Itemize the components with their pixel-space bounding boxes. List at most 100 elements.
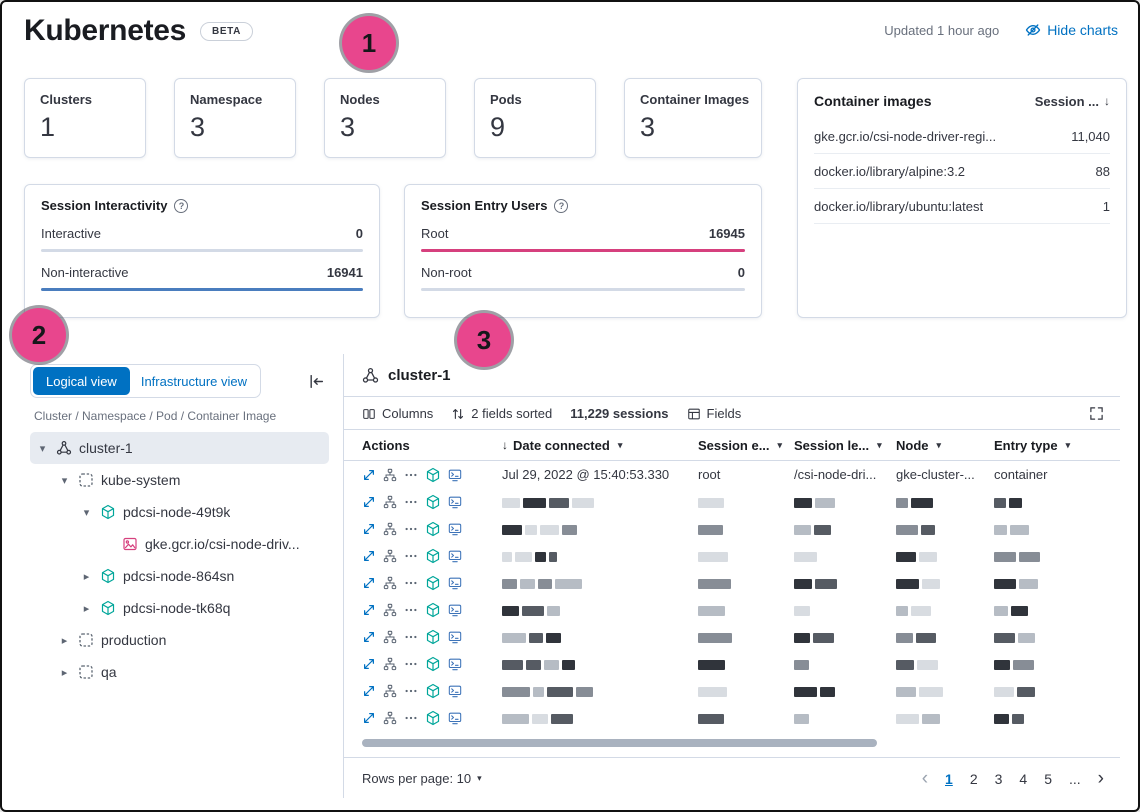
tree-item-kube-system[interactable]: ▾kube-system bbox=[30, 464, 329, 496]
process-tree-icon[interactable] bbox=[383, 630, 397, 644]
chevron-down-icon[interactable]: ▾ bbox=[36, 442, 49, 455]
expand-session-icon[interactable] bbox=[362, 630, 376, 644]
rows-per-page-selector[interactable]: Rows per page: 10 ▾ bbox=[362, 771, 482, 786]
container-icon[interactable] bbox=[425, 656, 441, 672]
chevron-down-icon[interactable]: ▾ bbox=[778, 440, 783, 451]
process-tree-icon[interactable] bbox=[383, 684, 397, 698]
container-icon[interactable] bbox=[425, 710, 441, 726]
container-icon[interactable] bbox=[425, 521, 441, 537]
tree-item-pdcsi-node-49t9k[interactable]: ▾pdcsi-node-49t9k bbox=[30, 496, 329, 528]
tree-item-qa[interactable]: ▸qa bbox=[30, 656, 329, 688]
table-row[interactable]: Jul 29, 2022 @ 15:40:53.330root/csi-node… bbox=[344, 461, 1120, 488]
infrastructure-view-button[interactable]: Infrastructure view bbox=[130, 367, 258, 395]
fullscreen-icon[interactable] bbox=[1089, 406, 1104, 421]
horizontal-scrollbar[interactable] bbox=[362, 739, 877, 747]
expand-session-icon[interactable] bbox=[362, 657, 376, 671]
column-header-entry-type[interactable]: Entry type▾ bbox=[994, 438, 1094, 453]
session-viewer-icon[interactable] bbox=[448, 495, 462, 509]
container-icon[interactable] bbox=[425, 602, 441, 618]
more-actions-icon[interactable] bbox=[404, 549, 418, 563]
more-actions-icon[interactable] bbox=[404, 522, 418, 536]
container-icon[interactable] bbox=[425, 467, 441, 483]
expand-session-icon[interactable] bbox=[362, 684, 376, 698]
table-row[interactable] bbox=[344, 704, 1120, 731]
session-viewer-icon[interactable] bbox=[448, 657, 462, 671]
expand-session-icon[interactable] bbox=[362, 711, 376, 725]
session-viewer-icon[interactable] bbox=[448, 684, 462, 698]
tree-item-gke-gcr-io-csi-node-driv[interactable]: gke.gcr.io/csi-node-driv... bbox=[30, 528, 329, 560]
sorted-fields-button[interactable]: 2 fields sorted bbox=[451, 406, 552, 421]
more-actions-icon[interactable] bbox=[404, 711, 418, 725]
expand-session-icon[interactable] bbox=[362, 468, 376, 482]
table-row[interactable] bbox=[344, 623, 1120, 650]
session-viewer-icon[interactable] bbox=[448, 603, 462, 617]
page-button-5[interactable]: 5 bbox=[1044, 771, 1052, 787]
container-icon[interactable] bbox=[425, 683, 441, 699]
column-header-session-le[interactable]: Session le...▾ bbox=[794, 438, 896, 453]
session-viewer-icon[interactable] bbox=[448, 522, 462, 536]
chevron-down-icon[interactable]: ▾ bbox=[80, 506, 93, 519]
more-actions-icon[interactable] bbox=[404, 576, 418, 590]
container-icon[interactable] bbox=[425, 494, 441, 510]
process-tree-icon[interactable] bbox=[383, 576, 397, 590]
container-icon[interactable] bbox=[425, 575, 441, 591]
container-image-name[interactable]: gke.gcr.io/csi-node-driver-regi... bbox=[814, 129, 996, 144]
columns-button[interactable]: Columns bbox=[362, 406, 433, 421]
tree-item-cluster-1[interactable]: ▾cluster-1 bbox=[30, 432, 329, 464]
previous-page-button[interactable]: ‹ bbox=[922, 769, 928, 788]
process-tree-icon[interactable] bbox=[383, 468, 397, 482]
hide-charts-button[interactable]: Hide charts bbox=[1025, 22, 1118, 38]
page-button-2[interactable]: 2 bbox=[970, 771, 978, 787]
expand-session-icon[interactable] bbox=[362, 522, 376, 536]
help-icon[interactable]: ? bbox=[554, 199, 568, 213]
more-actions-icon[interactable] bbox=[404, 630, 418, 644]
more-actions-icon[interactable] bbox=[404, 468, 418, 482]
container-image-name[interactable]: docker.io/library/alpine:3.2 bbox=[814, 164, 965, 179]
table-row[interactable] bbox=[344, 569, 1120, 596]
page-button-1[interactable]: 1 bbox=[945, 771, 953, 787]
tree-item-pdcsi-node-tk68q[interactable]: ▸pdcsi-node-tk68q bbox=[30, 592, 329, 624]
column-header-date-connected[interactable]: ↓Date connected▾ bbox=[502, 438, 698, 453]
table-row[interactable] bbox=[344, 542, 1120, 569]
tree-item-pdcsi-node-864sn[interactable]: ▸pdcsi-node-864sn bbox=[30, 560, 329, 592]
table-row[interactable] bbox=[344, 650, 1120, 677]
page-button-3[interactable]: 3 bbox=[995, 771, 1003, 787]
more-actions-icon[interactable] bbox=[404, 684, 418, 698]
help-icon[interactable]: ? bbox=[174, 199, 188, 213]
expand-session-icon[interactable] bbox=[362, 495, 376, 509]
column-header-node[interactable]: Node▾ bbox=[896, 438, 994, 453]
session-viewer-icon[interactable] bbox=[448, 468, 462, 482]
more-actions-icon[interactable] bbox=[404, 657, 418, 671]
next-page-button[interactable]: › bbox=[1098, 769, 1104, 788]
fields-button[interactable]: Fields bbox=[687, 406, 742, 421]
chevron-right-icon[interactable]: ▸ bbox=[80, 602, 93, 615]
session-viewer-icon[interactable] bbox=[448, 549, 462, 563]
process-tree-icon[interactable] bbox=[383, 711, 397, 725]
process-tree-icon[interactable] bbox=[383, 495, 397, 509]
chevron-right-icon[interactable]: ▸ bbox=[58, 634, 71, 647]
chevron-right-icon[interactable]: ▸ bbox=[58, 666, 71, 679]
chevron-down-icon[interactable]: ▾ bbox=[58, 474, 71, 487]
container-image-name[interactable]: docker.io/library/ubuntu:latest bbox=[814, 199, 983, 214]
session-viewer-icon[interactable] bbox=[448, 711, 462, 725]
chevron-right-icon[interactable]: ▸ bbox=[80, 570, 93, 583]
session-viewer-icon[interactable] bbox=[448, 576, 462, 590]
table-row[interactable] bbox=[344, 596, 1120, 623]
chevron-down-icon[interactable]: ▾ bbox=[937, 440, 942, 451]
column-header-session-e[interactable]: Session e...▾ bbox=[698, 438, 794, 453]
table-row[interactable] bbox=[344, 677, 1120, 704]
process-tree-icon[interactable] bbox=[383, 522, 397, 536]
collapse-sidebar-icon[interactable] bbox=[308, 373, 325, 390]
chevron-down-icon[interactable]: ▾ bbox=[1066, 440, 1071, 451]
expand-session-icon[interactable] bbox=[362, 576, 376, 590]
container-icon[interactable] bbox=[425, 548, 441, 564]
expand-session-icon[interactable] bbox=[362, 549, 376, 563]
process-tree-icon[interactable] bbox=[383, 549, 397, 563]
process-tree-icon[interactable] bbox=[383, 603, 397, 617]
table-row[interactable] bbox=[344, 515, 1120, 542]
more-actions-icon[interactable] bbox=[404, 495, 418, 509]
page-button-4[interactable]: 4 bbox=[1019, 771, 1027, 787]
more-actions-icon[interactable] bbox=[404, 603, 418, 617]
table-row[interactable] bbox=[344, 488, 1120, 515]
process-tree-icon[interactable] bbox=[383, 657, 397, 671]
